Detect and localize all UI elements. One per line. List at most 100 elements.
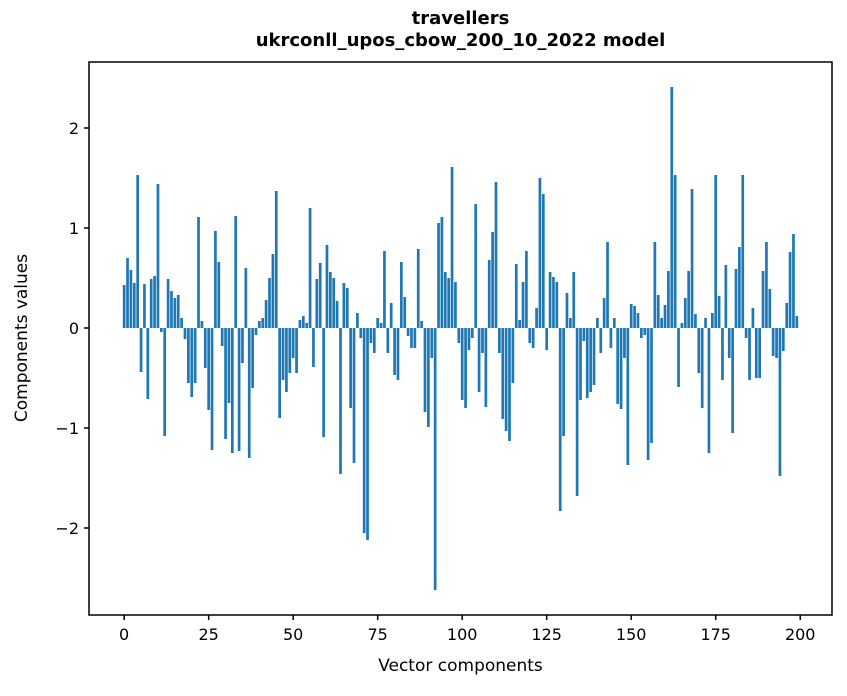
bar: [180, 318, 183, 328]
bar: [778, 328, 782, 476]
bar: [582, 328, 586, 341]
bar: [149, 279, 153, 328]
bar: [481, 328, 484, 353]
bars: [122, 87, 799, 590]
bar: [132, 283, 136, 328]
bar: [541, 194, 545, 328]
bar: [538, 178, 542, 328]
bar: [531, 328, 535, 348]
bar: [335, 301, 339, 328]
bar: [278, 328, 281, 418]
bar: [731, 328, 734, 433]
bar: [322, 328, 325, 437]
bar: [589, 328, 592, 392]
bar: [281, 328, 285, 380]
bar: [288, 328, 292, 373]
bar: [525, 251, 528, 328]
bar: [795, 316, 799, 328]
bar: [680, 323, 684, 328]
bar: [744, 328, 748, 338]
bar: [305, 323, 309, 328]
bar: [376, 318, 380, 328]
bar: [285, 328, 288, 392]
chart-title: travellers ukrconll_upos_cbow_200_10_202…: [89, 8, 832, 52]
bar: [707, 328, 711, 453]
bar: [153, 276, 156, 328]
bar: [129, 270, 133, 328]
bar: [623, 328, 626, 358]
bar: [694, 314, 697, 328]
bar: [501, 328, 505, 419]
bar: [166, 279, 170, 328]
bar: [329, 272, 332, 328]
bar: [170, 291, 173, 328]
bar: [633, 306, 636, 328]
bar: [389, 303, 393, 328]
bar: [504, 328, 508, 431]
bar: [569, 318, 572, 328]
bar: [785, 303, 789, 328]
bar: [450, 167, 454, 328]
bar: [369, 328, 373, 343]
bar: [727, 328, 731, 358]
bar: [301, 316, 305, 328]
bar: [220, 328, 224, 346]
bar: [498, 328, 501, 353]
bar: [406, 328, 410, 336]
bar: [190, 328, 194, 397]
bar: [386, 328, 390, 353]
bar: [758, 328, 762, 378]
plot-frame: [88, 61, 833, 616]
bar: [440, 217, 444, 328]
bar: [126, 258, 129, 328]
bar: [768, 289, 772, 328]
bar: [143, 284, 146, 328]
bar: [579, 328, 582, 400]
bar: [558, 328, 562, 511]
bar: [332, 278, 336, 328]
x-tick-label: 150: [616, 625, 647, 644]
y-axis-label: Components values: [12, 253, 32, 423]
bar: [379, 323, 383, 328]
bar: [792, 234, 795, 328]
bar: [467, 328, 471, 350]
bar: [775, 328, 778, 358]
bar: [636, 313, 640, 328]
y-tick-label: −2: [55, 519, 79, 538]
bar: [555, 282, 559, 328]
bar: [410, 328, 413, 348]
bar: [416, 249, 420, 328]
x-tick-label: 75: [368, 625, 388, 644]
bar: [156, 184, 160, 328]
bar: [264, 300, 268, 328]
bar: [224, 328, 227, 439]
bar: [352, 328, 356, 463]
bar: [433, 328, 437, 590]
bar: [197, 217, 200, 328]
bar: [585, 328, 589, 398]
bar: [298, 320, 302, 328]
bar: [650, 328, 653, 443]
bar: [494, 182, 498, 328]
bar: [268, 278, 271, 328]
bar: [761, 271, 765, 328]
bar: [470, 328, 474, 338]
bar: [457, 328, 461, 343]
bar: [528, 328, 532, 343]
bar: [176, 295, 180, 328]
bar: [261, 318, 265, 328]
bar: [738, 247, 741, 328]
bar: [295, 328, 298, 373]
bar: [670, 87, 674, 328]
bar: [548, 272, 552, 328]
bar: [173, 298, 177, 328]
bar: [721, 328, 724, 380]
bar: [629, 304, 633, 328]
bar: [673, 175, 677, 328]
bar: [420, 321, 423, 328]
bar: [251, 328, 254, 388]
bar: [200, 321, 204, 328]
bar: [656, 295, 660, 328]
bar: [491, 232, 494, 328]
